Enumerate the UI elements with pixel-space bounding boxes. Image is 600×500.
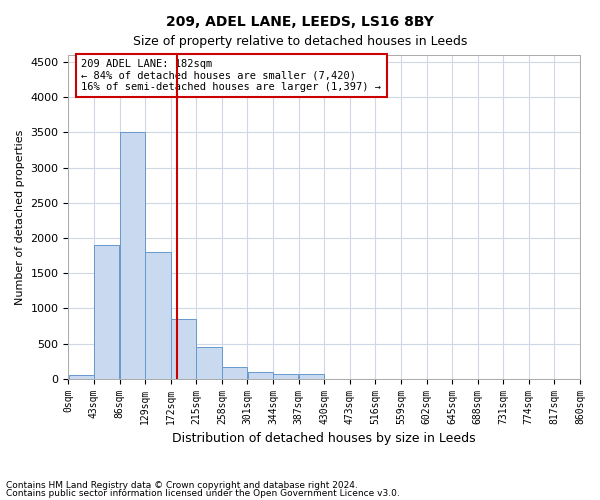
Bar (222, 368, 247, 378)
Bar (68, 375, 94, 378)
Bar (299, 374, 324, 378)
Bar (94, 245, 119, 378)
Text: Contains public sector information licensed under the Open Government Licence v3: Contains public sector information licen… (6, 488, 400, 498)
Text: 209, ADEL LANE, LEEDS, LS16 8BY: 209, ADEL LANE, LEEDS, LS16 8BY (166, 15, 434, 29)
X-axis label: Distribution of detached houses by size in Leeds: Distribution of detached houses by size … (172, 432, 476, 445)
Text: 209 ADEL LANE: 182sqm
← 84% of detached houses are smaller (7,420)
16% of semi-d: 209 ADEL LANE: 182sqm ← 84% of detached … (82, 59, 382, 92)
Bar (273, 374, 298, 378)
Bar (248, 372, 273, 378)
Bar (171, 319, 196, 378)
Bar (120, 132, 145, 378)
Bar (196, 347, 222, 378)
Bar (145, 252, 170, 378)
Y-axis label: Number of detached properties: Number of detached properties (15, 129, 25, 304)
Text: Size of property relative to detached houses in Leeds: Size of property relative to detached ho… (133, 35, 467, 48)
Text: Contains HM Land Registry data © Crown copyright and database right 2024.: Contains HM Land Registry data © Crown c… (6, 481, 358, 490)
